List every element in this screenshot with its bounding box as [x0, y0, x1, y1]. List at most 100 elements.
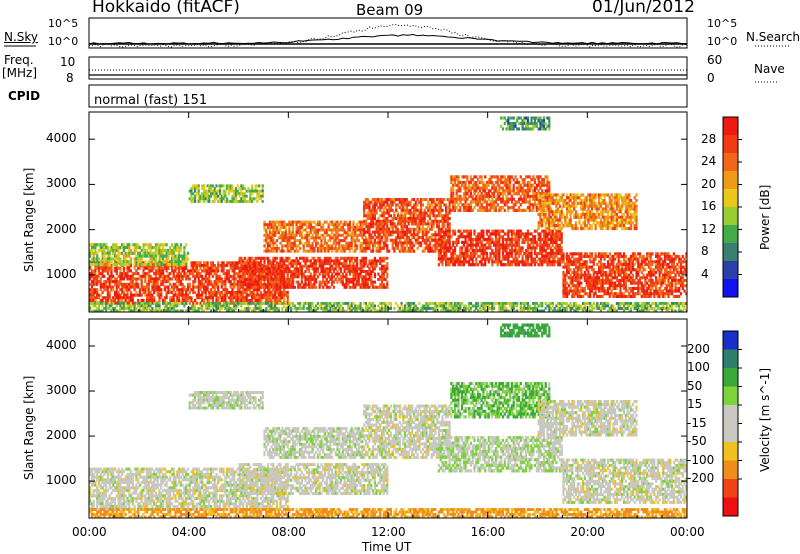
data-cell: [112, 263, 115, 267]
data-cell: [453, 197, 457, 201]
data-cell: [199, 194, 202, 198]
data-cell: [439, 254, 442, 258]
data-cell: [284, 244, 287, 248]
data-cell: [204, 261, 207, 265]
data-cell: [154, 280, 158, 284]
data-cell: [510, 246, 513, 250]
data-cell: [195, 296, 198, 300]
data-cell: [318, 272, 321, 276]
data-cell: [192, 266, 195, 270]
data-cell: [284, 264, 287, 268]
data-cell: [434, 230, 437, 234]
data-cell: [277, 288, 280, 292]
data-cell: [523, 251, 526, 256]
data-cell: [281, 231, 284, 235]
data-cell: [482, 229, 485, 233]
data-cell: [434, 236, 437, 240]
data-cell: [147, 280, 150, 284]
data-cell: [299, 256, 302, 260]
data-cell: [307, 244, 311, 248]
data-cell: [283, 223, 286, 227]
data-cell: [341, 280, 344, 284]
data-cell: [304, 285, 307, 289]
data-cell: [89, 282, 92, 286]
data-cell: [299, 264, 302, 268]
data-cell: [496, 194, 499, 198]
data-cell: [154, 254, 158, 258]
data-cell: [279, 220, 282, 224]
data-cell: [153, 272, 156, 276]
data-cell: [115, 257, 118, 261]
data-cell: [384, 244, 387, 248]
data-cell: [439, 208, 442, 212]
data-cell: [137, 260, 140, 264]
data-cell: [277, 267, 280, 271]
data-cell: [322, 285, 325, 289]
data-cell: [557, 229, 560, 233]
data-cell: [311, 225, 314, 229]
data-cell: [336, 220, 339, 224]
data-cell: [178, 290, 181, 294]
data-cell: [372, 244, 375, 248]
data-cell: [510, 263, 513, 267]
data-cell: [432, 225, 435, 229]
data-cell: [291, 231, 295, 235]
data-cell: [213, 285, 216, 289]
data-cell: [537, 183, 540, 187]
data-cell: [437, 225, 440, 229]
data-cell: [144, 272, 147, 276]
data-cell: [370, 217, 373, 221]
data-cell: [316, 259, 319, 263]
data-cell: [185, 293, 188, 297]
data-cell: [509, 206, 512, 210]
data-cell: [284, 282, 287, 286]
data-cell: [160, 280, 163, 284]
data-cell: [535, 254, 538, 258]
data-cell: [176, 257, 179, 261]
data-cell: [249, 256, 252, 260]
data-cell: [480, 197, 483, 201]
data-cell: [245, 270, 248, 273]
data-cell: [434, 214, 437, 218]
data-cell: [89, 293, 92, 297]
data-cell: [356, 277, 359, 281]
data-cell: [452, 192, 455, 196]
data-cell: [108, 257, 111, 261]
data-cell: [551, 240, 554, 244]
data-cell: [268, 296, 271, 300]
data-cell: [448, 240, 451, 244]
data-cell: [398, 233, 401, 237]
data-cell: [256, 298, 259, 302]
data-cell: [275, 274, 279, 278]
data-cell: [247, 280, 250, 284]
data-cell: [113, 269, 117, 273]
data-cell: [382, 246, 385, 250]
data-cell: [539, 260, 542, 264]
data-cell: [366, 264, 369, 268]
data-cell: [183, 285, 186, 289]
data-cell: [386, 225, 389, 229]
data-cell: [204, 197, 207, 201]
data-cell: [453, 200, 457, 204]
data-cell: [283, 285, 286, 289]
data-cell: [423, 222, 426, 226]
data-cell: [457, 260, 460, 264]
data-cell: [320, 247, 323, 250]
data-cell: [363, 211, 366, 215]
data-cell: [218, 187, 222, 190]
data-cell: [242, 293, 245, 297]
data-cell: [283, 275, 286, 279]
data-cell: [215, 197, 218, 201]
data-cell: [542, 178, 545, 182]
data-cell: [370, 277, 373, 281]
data-cell: [496, 257, 499, 261]
data-cell: [281, 220, 284, 224]
data-cell: [236, 298, 239, 302]
data-cell: [307, 223, 311, 227]
data-cell: [372, 283, 375, 287]
data-cell: [151, 301, 154, 305]
data-cell: [224, 288, 227, 292]
data-cell: [238, 293, 241, 297]
data-cell: [106, 285, 109, 289]
data-cell: [341, 228, 344, 232]
